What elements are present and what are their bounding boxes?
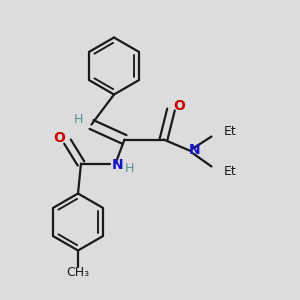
Text: Et: Et [224,124,236,138]
Text: O: O [53,131,65,145]
Text: N: N [189,143,200,157]
Text: H: H [125,162,135,176]
Text: CH₃: CH₃ [66,266,90,280]
Text: H: H [73,112,83,126]
Text: N: N [112,158,124,172]
Text: Et: Et [224,165,236,178]
Text: O: O [173,100,185,113]
